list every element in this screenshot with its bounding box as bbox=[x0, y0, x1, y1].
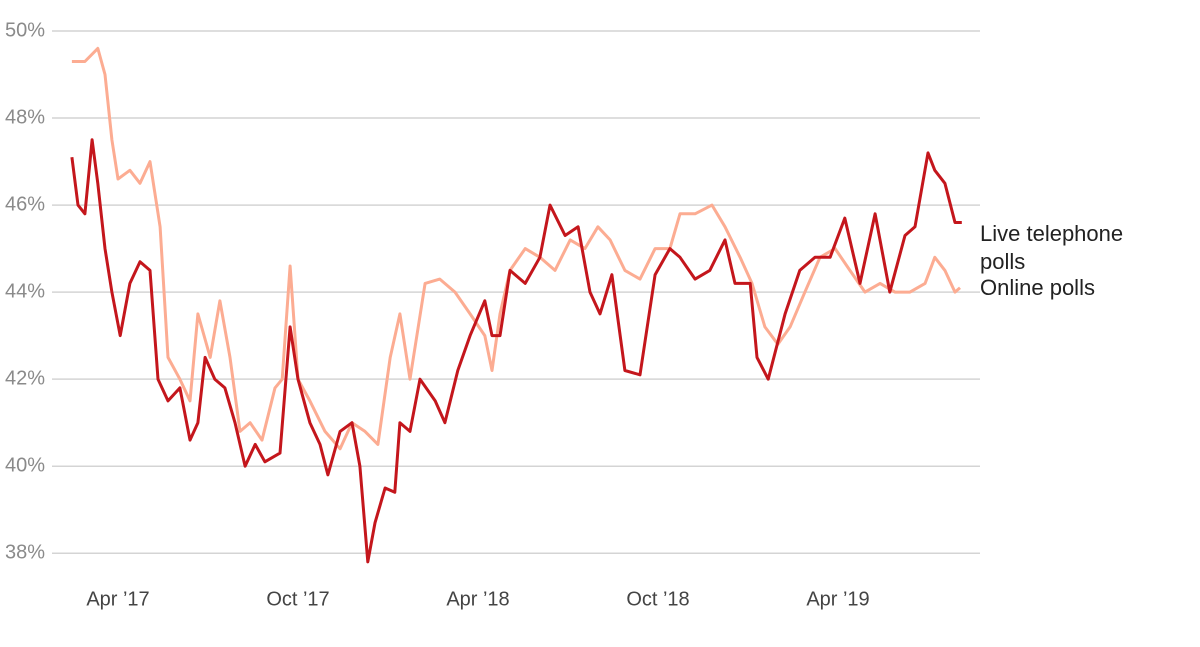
y-tick-label: 40% bbox=[5, 454, 45, 476]
x-tick-label: Apr ’18 bbox=[446, 588, 509, 610]
x-tick-label: Oct ’17 bbox=[266, 588, 329, 610]
y-tick-label: 48% bbox=[5, 106, 45, 128]
y-tick-label: 46% bbox=[5, 193, 45, 215]
y-tick-label: 44% bbox=[5, 280, 45, 302]
y-tick-label: 50% bbox=[5, 19, 45, 41]
x-tick-label: Apr ’17 bbox=[86, 588, 149, 610]
y-tick-label: 42% bbox=[5, 367, 45, 389]
series-line bbox=[70, 138, 962, 564]
series-line bbox=[71, 46, 961, 451]
y-tick-label: 38% bbox=[5, 542, 45, 564]
x-tick-label: Oct ’18 bbox=[626, 588, 689, 610]
x-tick-label: Apr ’19 bbox=[806, 588, 869, 610]
series-label: Live telephone polls bbox=[980, 221, 1124, 275]
series-label: Online polls bbox=[980, 274, 1095, 300]
